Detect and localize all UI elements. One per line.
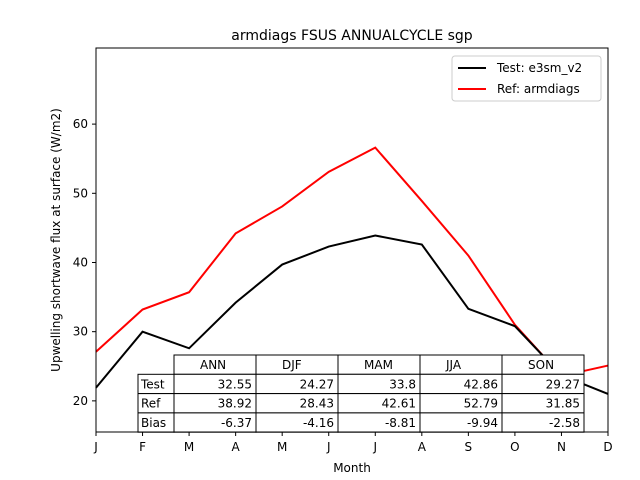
series-layer xyxy=(95,146,609,395)
x-tick-label: A xyxy=(232,440,241,454)
table-column-header: DJF xyxy=(282,358,302,372)
table-cell-value: 42.86 xyxy=(464,377,498,391)
table-cell-value: -6.37 xyxy=(221,416,252,430)
table-cell-value: 24.27 xyxy=(300,377,334,391)
x-tick-label: F xyxy=(139,440,146,454)
legend-box xyxy=(451,55,602,102)
x-tick-label: O xyxy=(510,440,519,454)
legend: Test: e3sm_v2 Ref: armdiags xyxy=(451,55,602,102)
legend-label: Test: e3sm_v2 xyxy=(496,61,582,75)
x-tick-label: J xyxy=(93,440,98,454)
y-tick-label: 20 xyxy=(73,394,88,408)
table-row-label: Test xyxy=(140,377,165,391)
legend-label: Ref: armdiags xyxy=(497,82,580,96)
table-cell-value: 38.92 xyxy=(218,397,252,411)
table-row-label: Bias xyxy=(141,416,166,430)
y-tick-label: 50 xyxy=(73,186,88,200)
summary-table: ANN DJF MAM JJA SON Test 32.55 24.27 33.8 42.86 29… xyxy=(137,354,585,433)
table-column-header: ANN xyxy=(200,358,226,372)
axes-frame xyxy=(95,47,609,433)
table-cell-value: -4.16 xyxy=(303,416,334,430)
table-cell-value: 28.43 xyxy=(300,397,334,411)
table-cell-value: 52.79 xyxy=(464,397,498,411)
chart-title: armdiags FSUS ANNUALCYCLE sgp xyxy=(231,28,473,44)
table-column-header: MAM xyxy=(364,358,393,372)
series-line-test xyxy=(95,234,609,395)
y-tick-label: 40 xyxy=(73,255,88,269)
x-tick-label: D xyxy=(603,440,612,454)
table-row-label: Ref xyxy=(141,397,161,411)
table-cell-value: -2.58 xyxy=(549,416,580,430)
table-cell-value: 33.8 xyxy=(389,377,416,391)
x-tick-label: N xyxy=(557,440,566,454)
x-tick-label: J xyxy=(326,440,331,454)
table-cell-value: 29.27 xyxy=(546,377,580,391)
y-tick-label: 60 xyxy=(73,117,88,131)
table-cell-value: -8.81 xyxy=(385,416,416,430)
x-axis-label: Month xyxy=(333,461,371,475)
y-axis: 20 30 40 50 60 xyxy=(73,117,96,408)
table-column-header: SON xyxy=(528,358,554,372)
x-tick-label: J xyxy=(372,440,377,454)
table-cell-value: 42.61 xyxy=(382,397,416,411)
x-tick-label: M xyxy=(184,440,194,454)
table-cell-value: -9.94 xyxy=(467,416,498,430)
table-cell-value: 32.55 xyxy=(218,377,252,391)
x-tick-label: M xyxy=(277,440,287,454)
x-tick-label: A xyxy=(418,440,427,454)
table-column-header: JJA xyxy=(445,358,462,372)
table-cell-value: 31.85 xyxy=(546,397,580,411)
x-tick-label: S xyxy=(465,440,473,454)
y-tick-label: 30 xyxy=(73,325,88,339)
y-axis-label: Upwelling shortwave flux at surface (W/m… xyxy=(49,108,63,372)
